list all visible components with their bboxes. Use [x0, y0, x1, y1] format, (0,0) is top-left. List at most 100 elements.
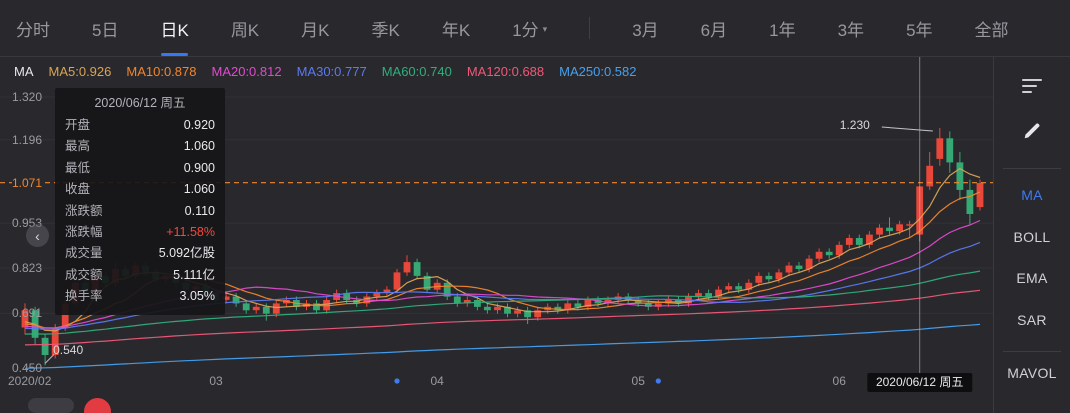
ma-indicator-row: MA MA5:0.926 MA10:0.878 MA20:0.812 MA30:0.7… — [14, 64, 637, 79]
tab-minute[interactable]: 分时 — [16, 0, 50, 56]
tooltip-label: 换手率 — [65, 289, 103, 304]
tooltip-row-change-amount: 涨跌额 0.110 — [65, 201, 215, 222]
record-red-dot-icon[interactable] — [84, 398, 111, 413]
tab-monthly-k[interactable]: 月K — [301, 0, 329, 56]
draw-tool-button[interactable] — [1021, 119, 1044, 147]
tab-label: 分时 — [16, 20, 50, 40]
tooltip-row-open: 开盘 0.920 — [65, 115, 215, 136]
x-axis-label: 05 — [631, 374, 645, 388]
ma-legend-item: MA60:0.740 — [381, 64, 452, 79]
tooltip-date-title: 2020/06/12 周五 — [94, 96, 186, 110]
tab-3year[interactable]: 3年 — [838, 0, 864, 56]
tab-label: 3月 — [632, 20, 659, 40]
tooltip-label: 收盘 — [65, 182, 91, 197]
indicator-list-button[interactable] — [1021, 77, 1043, 100]
tab-label: 年K — [441, 20, 471, 40]
tooltip-value: 0.900 — [183, 160, 215, 175]
tab-quarterly-k[interactable]: 季K — [372, 0, 400, 56]
tab-all[interactable]: 全部 — [975, 0, 1009, 56]
tooltip-value: 5.092亿股 — [158, 246, 215, 261]
ma-legend-item: MA120:0.688 — [466, 64, 545, 79]
tooltip-row-change-percent: 涨跌幅 +11.58% — [65, 222, 215, 243]
tooltip-label: 成交量 — [65, 246, 103, 261]
low-point-annotation: 0.540 — [53, 343, 84, 358]
indicator-sidebar: MA BOLL EMA SAR MAVOL — [993, 57, 1070, 413]
tab-label: 1年 — [769, 20, 796, 40]
tab-5day[interactable]: 5日 — [92, 0, 118, 56]
sidebar-item-boll[interactable]: BOLL — [1013, 229, 1051, 245]
tooltip-label: 涨跌额 — [65, 203, 103, 218]
tooltip-label: 最高 — [65, 139, 91, 154]
tooltip-value: 3.05% — [179, 289, 215, 304]
x-axis-label: 06 — [832, 374, 846, 388]
tooltip-row-turnover: 成交额 5.111亿 — [65, 265, 215, 286]
tooltip-row-volume: 成交量 5.092亿股 — [65, 243, 215, 264]
sidebar-divider — [1003, 168, 1061, 169]
tab-label: 5年 — [906, 20, 933, 40]
tooltip-row-low: 最低 0.900 — [65, 158, 215, 179]
tab-label: 5日 — [92, 20, 119, 40]
pencil-icon — [1024, 123, 1040, 139]
crosshair-date-badge: 2020/06/12 周五 — [866, 373, 973, 392]
tab-label: 3年 — [837, 20, 865, 40]
chevron-left-icon: ‹ — [35, 227, 40, 244]
tooltip-label: 涨跌幅 — [65, 225, 103, 240]
tab-label: 6月 — [700, 20, 728, 40]
sidebar-item-mavol[interactable]: MAVOL — [1007, 365, 1057, 381]
tab-label: 日K — [160, 20, 189, 40]
low-annotation-line — [44, 353, 55, 364]
ma-prefix-label: MA — [14, 64, 34, 79]
sidebar-divider — [1003, 351, 1061, 352]
high-point-annotation: 1.230 — [839, 117, 870, 132]
x-axis-label: 04 — [430, 374, 444, 388]
tooltip-value: 0.110 — [184, 203, 215, 218]
sidebar-item-ma[interactable]: MA — [1021, 187, 1043, 203]
tooltip-label: 最低 — [65, 160, 91, 175]
sidebar-item-ema[interactable]: EMA — [1016, 270, 1048, 286]
tab-label: 全部 — [974, 20, 1009, 40]
ma-legend-item: MA10:0.878 — [126, 64, 197, 79]
current-price-label: 1.071 — [12, 175, 46, 190]
tab-weekly-k[interactable]: 周K — [231, 0, 259, 56]
y-axis-label: 1.196 — [12, 132, 43, 147]
tab-daily-k[interactable]: 日K — [160, 0, 189, 56]
tab-5year[interactable]: 5年 — [906, 0, 932, 56]
tooltip-row-close: 收盘 1.060 — [65, 179, 215, 200]
sidebar-item-sar[interactable]: SAR — [1017, 312, 1047, 328]
list-icon — [1022, 79, 1042, 93]
tooltip-label: 开盘 — [65, 118, 91, 132]
event-marker-dots[interactable] — [394, 378, 661, 384]
tooltip-value: +11.58% — [166, 225, 215, 240]
tooltip-value: 1.060 — [183, 139, 215, 154]
high-annotation-line — [881, 126, 933, 132]
tab-label: 月K — [301, 20, 330, 40]
collapse-panel-button[interactable]: ‹ — [26, 224, 49, 247]
period-tabbar: 分时 5日 日K 周K 月K 季K 年K 1分 ▾ 3月 6月 1年 3年 5年 全部 — [0, 0, 1070, 57]
tooltip-value: 0.920 — [183, 118, 215, 132]
bottom-toolbar-partial[interactable] — [28, 398, 74, 413]
tab-1year[interactable]: 1年 — [769, 0, 795, 56]
tab-3month[interactable]: 3月 — [632, 0, 658, 56]
y-axis-label: 0.823 — [12, 260, 43, 275]
tooltip-value: 5.111亿 — [173, 267, 215, 282]
tab-label: 周K — [230, 20, 260, 40]
tab-6month[interactable]: 6月 — [701, 0, 727, 56]
tooltip-row-high: 最高 1.060 — [65, 136, 215, 157]
tab-yearly-k[interactable]: 年K — [442, 0, 470, 56]
tooltip-label: 成交额 — [65, 267, 103, 282]
tooltip-row-turnover-rate: 换手率 3.05% — [65, 286, 215, 307]
kline-chart-area[interactable]: MA MA5:0.926 MA10:0.878 MA20:0.812 MA30:0.7… — [0, 57, 993, 413]
tooltip-value: 1.060 — [183, 182, 215, 197]
y-axis-label: 1.320 — [12, 90, 43, 104]
chevron-down-icon: ▾ — [542, 23, 548, 34]
ma-legend-item: MA250:0.582 — [559, 64, 637, 79]
x-axis-label: 2020/02 — [8, 374, 52, 388]
ohlc-tooltip: 2020/06/12 周五 开盘 0.920 最高 1.060 最低 0.900 收盘 1.0… — [55, 88, 225, 315]
ma-legend-item: MA20:0.812 — [211, 64, 282, 79]
x-axis-label: 03 — [209, 374, 223, 388]
tab-label: 季K — [371, 20, 400, 40]
ma-legend-item: MA5:0.926 — [48, 64, 112, 79]
ma-legend-item: MA30:0.777 — [296, 64, 367, 79]
tab-1min[interactable]: 1分 ▾ — [512, 0, 547, 56]
